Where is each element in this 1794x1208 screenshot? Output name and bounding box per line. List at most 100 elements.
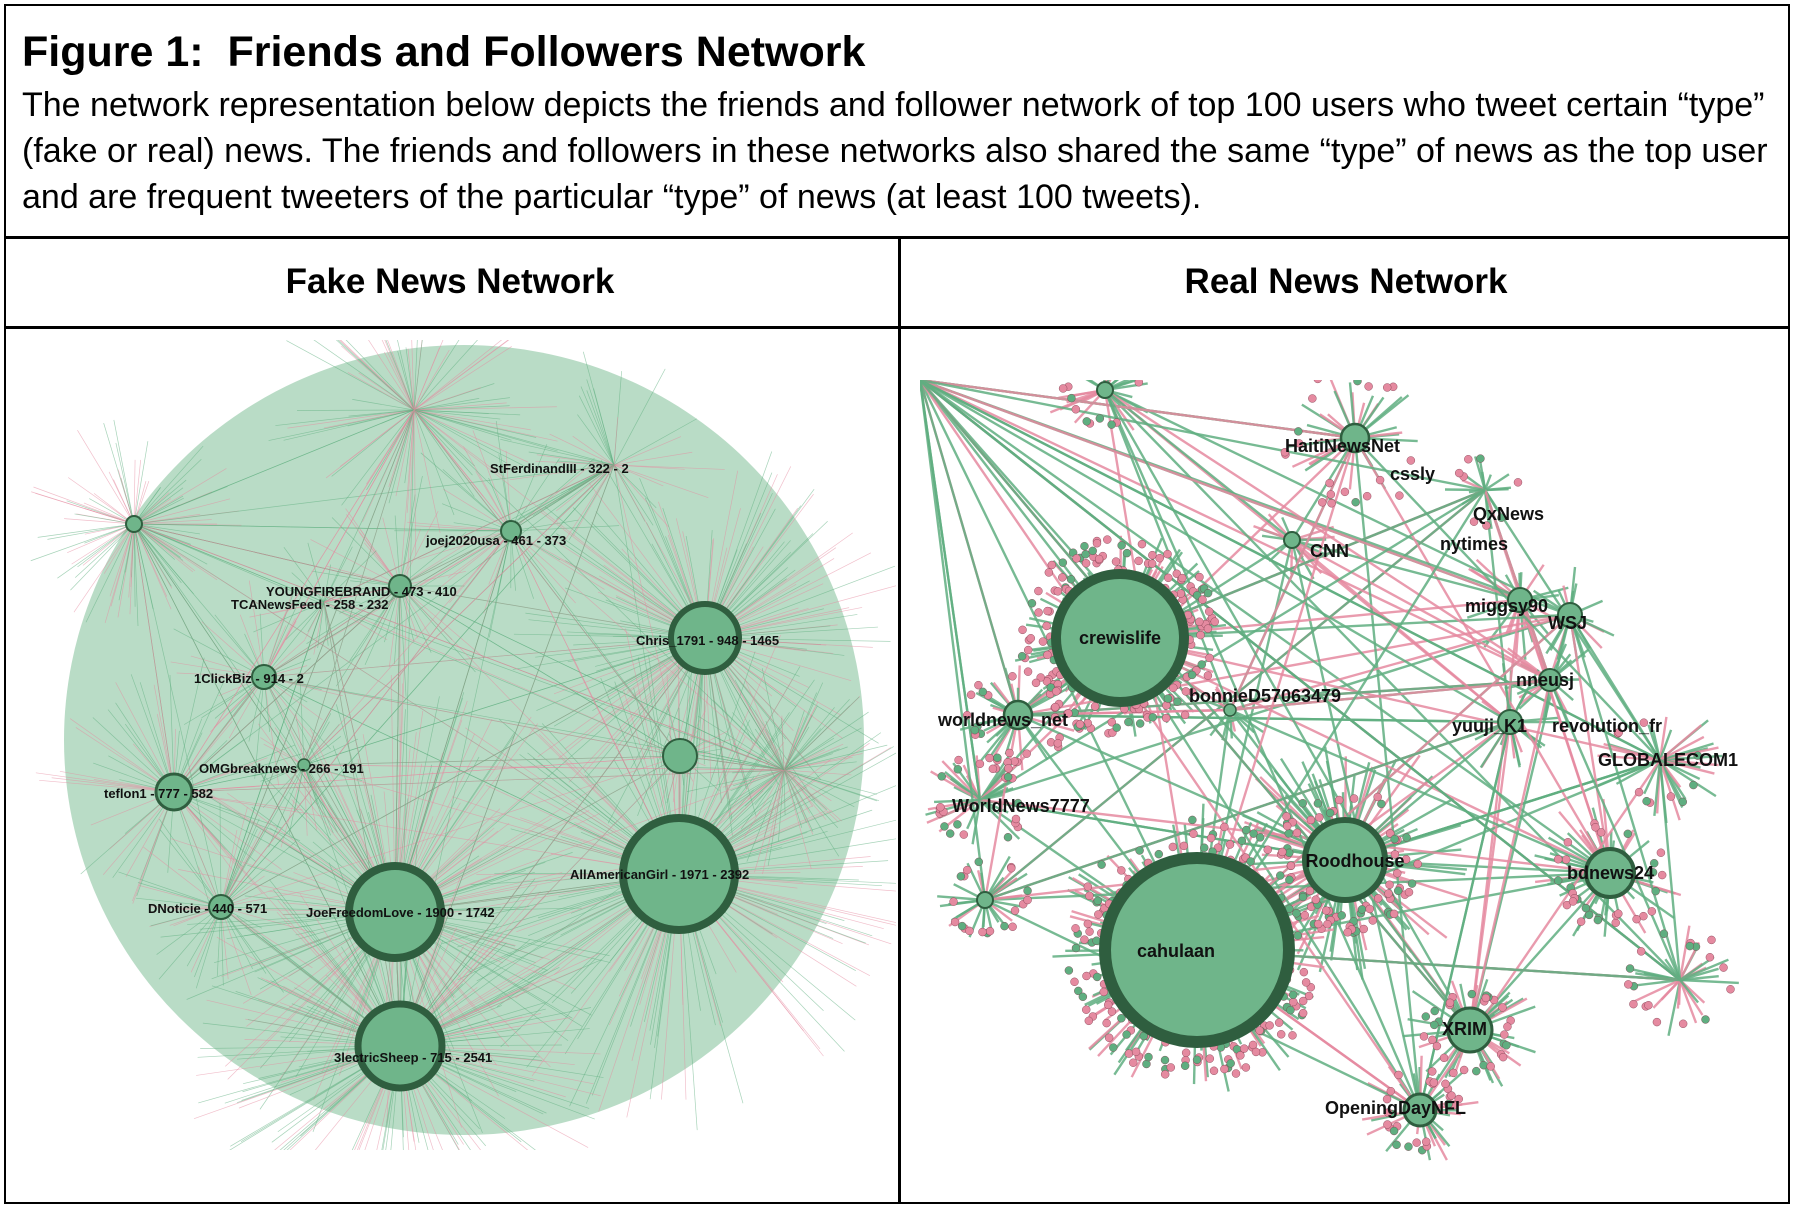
edge <box>130 674 175 793</box>
edge <box>962 764 982 801</box>
leaf-node <box>1447 1091 1456 1100</box>
edge <box>307 542 325 603</box>
edge <box>31 491 135 525</box>
edge <box>133 523 396 913</box>
edge <box>133 479 187 525</box>
edge <box>399 538 475 587</box>
edge <box>323 601 401 1047</box>
leaf-node <box>1075 720 1085 729</box>
edge <box>920 380 1421 1111</box>
leaf-node <box>1070 977 1079 987</box>
leaf-node <box>1027 599 1037 608</box>
edge <box>1104 389 1681 981</box>
edge <box>345 508 401 587</box>
edge <box>783 769 833 788</box>
edge <box>413 409 489 414</box>
edge <box>345 340 415 411</box>
edge <box>133 459 136 525</box>
edge <box>381 340 415 411</box>
edge <box>510 530 681 757</box>
leaf-node <box>1651 886 1660 896</box>
edge <box>1631 978 1681 988</box>
edge <box>262 764 305 808</box>
edge <box>173 791 222 908</box>
leaf-node <box>1285 848 1294 858</box>
edge <box>413 340 510 411</box>
edge <box>1103 389 1472 1031</box>
edge <box>920 380 1471 1031</box>
leaf-node <box>1088 546 1097 556</box>
edge <box>220 818 260 908</box>
edge <box>303 755 681 766</box>
edge <box>783 769 852 776</box>
hub-node <box>1446 1006 1494 1054</box>
leaf-node <box>1337 911 1346 920</box>
edge <box>169 675 175 793</box>
edge <box>783 728 822 771</box>
hub-node <box>500 520 522 542</box>
edge <box>510 444 548 532</box>
edge <box>413 346 512 411</box>
leaf-node <box>1081 550 1090 559</box>
edge <box>413 409 501 420</box>
edge <box>920 380 1486 492</box>
edge <box>1676 979 1682 1009</box>
edge <box>133 464 615 525</box>
leaf-node <box>1209 1066 1219 1075</box>
edge <box>347 409 415 427</box>
edge <box>47 523 135 540</box>
leaf-node <box>1093 896 1103 905</box>
fake-hub-nodes: StFerdinandIII - 322 - 2 joej2020usa - 46… <box>104 461 779 1092</box>
leaf-node <box>1013 798 1023 808</box>
edge <box>1484 486 1512 492</box>
leaf-node <box>1705 953 1715 962</box>
edge <box>283 546 325 603</box>
leaf-node <box>1719 963 1728 972</box>
leaf-node <box>970 725 980 735</box>
leaf-node <box>1144 1052 1153 1062</box>
edge <box>577 414 615 466</box>
leaf-node <box>1288 990 1298 1000</box>
edge <box>394 637 706 913</box>
leaf-node <box>1092 539 1102 548</box>
node-label: TCANewsFeed - 258 - 232 <box>231 597 389 612</box>
edge <box>133 468 227 525</box>
leaf-node <box>1639 718 1649 727</box>
edge <box>1660 979 1681 1001</box>
leaf-node <box>1591 823 1600 832</box>
hub-node <box>1557 602 1583 628</box>
edge <box>413 398 480 411</box>
edge <box>572 435 615 466</box>
edge <box>385 340 415 411</box>
leaf-node <box>1265 1021 1274 1030</box>
edge <box>173 791 216 921</box>
edge <box>586 379 615 466</box>
edge <box>288 764 305 835</box>
edge <box>310 539 401 587</box>
leaf-node <box>1390 850 1400 859</box>
leaf-node <box>1286 861 1296 870</box>
leaf-node <box>1561 855 1571 864</box>
leaf-node <box>1294 427 1303 436</box>
leaf-node <box>1058 384 1068 393</box>
edge <box>74 523 135 578</box>
edge <box>173 791 680 875</box>
leaf-node <box>1364 382 1373 391</box>
edge <box>420 452 512 532</box>
edge <box>109 523 135 597</box>
leaf-node <box>962 711 972 720</box>
leaf-node <box>1481 993 1491 1003</box>
leaf-node <box>1497 513 1506 522</box>
edge <box>297 409 415 411</box>
leaf-node <box>1294 439 1304 448</box>
leaf-node <box>1648 868 1658 877</box>
edge <box>578 395 615 466</box>
leaf-node <box>1095 414 1105 423</box>
edge <box>220 906 313 969</box>
leaf-node <box>1168 842 1178 852</box>
leaf-node <box>1299 967 1309 977</box>
edge <box>352 399 415 411</box>
edge <box>133 523 184 561</box>
edge <box>323 464 615 603</box>
edge <box>133 523 401 587</box>
